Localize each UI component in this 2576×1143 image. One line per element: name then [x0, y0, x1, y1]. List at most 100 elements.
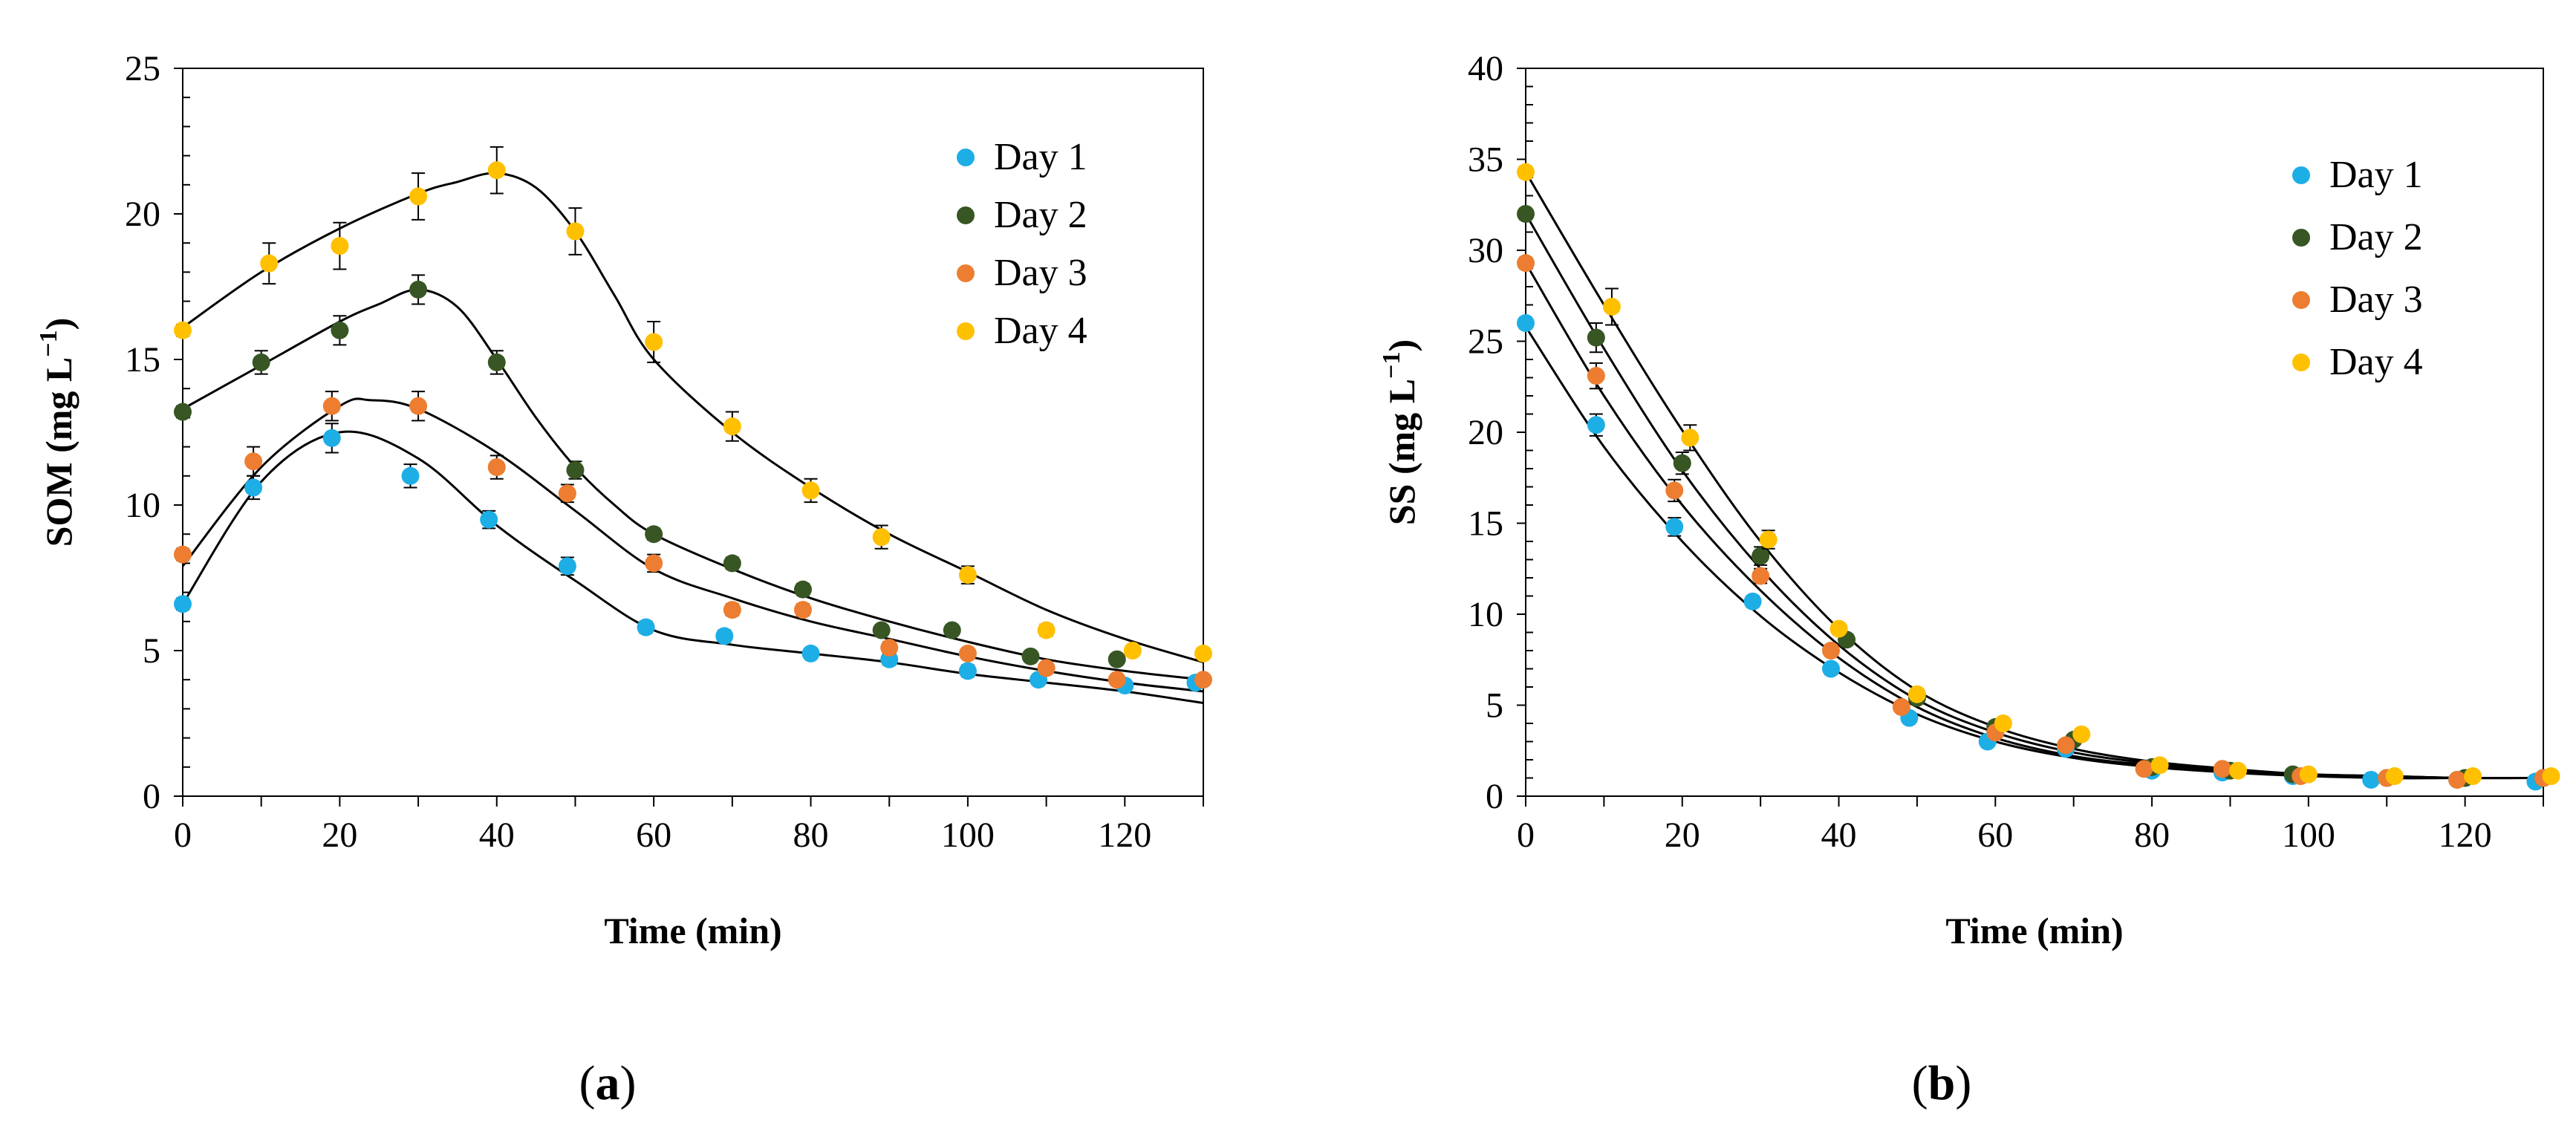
data-point-day-4 — [2229, 761, 2247, 780]
data-point-day-3 — [1665, 481, 1684, 500]
data-point-day-3 — [1517, 254, 1535, 273]
x-tick-label: 80 — [793, 815, 829, 855]
panel-label: (b) — [1912, 1056, 1972, 1110]
legend-label-day-3: Day 3 — [2329, 279, 2423, 321]
data-point-day-2 — [1587, 328, 1605, 347]
data-point-day-1 — [958, 662, 977, 680]
legend-marker-day-2 — [957, 206, 975, 224]
data-point-day-4 — [1517, 163, 1535, 181]
plot-frame — [182, 68, 1204, 797]
data-point-day-4 — [1829, 619, 1848, 638]
panel-label-open: ( — [1912, 1056, 1928, 1110]
data-point-day-1 — [801, 644, 820, 662]
panel-label-close: ) — [620, 1056, 637, 1110]
data-point-day-4 — [2464, 767, 2482, 786]
data-point-day-4 — [487, 161, 506, 180]
data-point-day-4 — [331, 237, 349, 255]
data-point-day-3 — [1194, 671, 1212, 689]
legend-marker-day-3 — [957, 264, 975, 282]
y-tick-label: 5 — [143, 631, 160, 671]
x-tick-label: 20 — [322, 815, 357, 855]
legend-marker-day-2 — [2292, 229, 2310, 247]
fit-curve-day-4 — [182, 172, 1204, 664]
data-point-day-4 — [1602, 297, 1621, 316]
data-point-day-2 — [487, 353, 506, 371]
legend-label-day-2: Day 2 — [2329, 216, 2423, 258]
data-point-day-2 — [793, 580, 812, 599]
legend-marker-day-4 — [2292, 354, 2310, 371]
legend-label-day-2: Day 2 — [994, 194, 1087, 236]
data-point-day-3 — [2135, 760, 2153, 778]
panel-b-chart: 0 5 10 15 20 25 30 35 40 0 20 40 60 80 100 120 Time (min… — [1378, 49, 2560, 1110]
data-point-day-1 — [637, 618, 655, 636]
data-point-day-4 — [1037, 621, 1056, 639]
x-tick-label: 120 — [1098, 815, 1151, 855]
legend-marker-day-1 — [2292, 166, 2310, 184]
y-tick-label: 15 — [125, 340, 160, 380]
panel-label: (a) — [579, 1056, 637, 1110]
legend-label-day-4: Day 4 — [994, 310, 1087, 352]
panel-label-letter: b — [1928, 1056, 1956, 1110]
x-tick-label: 40 — [479, 815, 515, 855]
data-point-day-4 — [2150, 756, 2169, 775]
y-tick-label: 20 — [1468, 413, 1503, 452]
data-point-day-4 — [409, 187, 428, 206]
y-axis-title-main: SS (mg L — [1381, 379, 1422, 525]
data-point-day-1 — [1822, 660, 1840, 678]
data-point-day-3 — [2057, 736, 2075, 755]
y-axis-title-exponent: −1 — [1378, 352, 1405, 379]
y-tick-label: 20 — [125, 195, 160, 234]
data-point-day-3 — [1037, 659, 1056, 677]
x-tick-label: 0 — [174, 815, 192, 855]
y-tick-label: 5 — [1486, 686, 1503, 726]
data-point-day-2 — [872, 621, 891, 639]
data-point-day-1 — [1587, 416, 1605, 434]
x-tick-label: 120 — [2439, 815, 2492, 855]
x-axis-title: Time (min) — [1945, 910, 2123, 951]
data-point-day-2 — [566, 460, 585, 479]
y-axis-title: SS (mg L−1) — [1378, 339, 1422, 525]
y-tick-label: 15 — [1468, 504, 1503, 544]
x-tick-label: 20 — [1665, 815, 1700, 855]
data-point-day-3 — [558, 484, 576, 503]
data-point-day-1 — [715, 627, 734, 645]
data-point-day-3 — [1752, 567, 1770, 585]
data-point-day-2 — [1108, 650, 1126, 668]
data-point-day-4 — [2542, 767, 2560, 786]
x-tick-label: 100 — [2282, 815, 2335, 855]
legend-marker-day-4 — [957, 322, 975, 340]
panel-label-close: ) — [1955, 1056, 1971, 1110]
data-point-day-2 — [331, 321, 349, 339]
data-point-day-4 — [1194, 644, 1212, 662]
data-point-day-4 — [958, 566, 977, 584]
data-point-day-2 — [1752, 547, 1770, 565]
x-tick-label: 0 — [1517, 815, 1535, 855]
data-point-day-1 — [1517, 314, 1535, 332]
legend-marker-day-1 — [957, 149, 975, 166]
data-point-day-1 — [174, 595, 192, 613]
fit-curve-day-4 — [1524, 171, 2544, 780]
data-point-day-4 — [801, 481, 820, 500]
x-axis-title: Time (min) — [604, 910, 781, 951]
fit-curve-day-2 — [182, 288, 1204, 681]
data-point-day-3 — [2448, 770, 2467, 789]
data-point-day-3 — [958, 644, 977, 662]
y-tick-label: 10 — [125, 486, 160, 525]
data-point-day-2 — [409, 280, 428, 299]
data-point-day-4 — [872, 528, 891, 547]
data-point-day-4 — [2299, 765, 2318, 784]
panel-label-open: ( — [579, 1056, 596, 1110]
x-tick-label: 80 — [2134, 815, 2170, 855]
panel-label-letter: a — [596, 1056, 620, 1110]
data-point-day-3 — [880, 639, 899, 657]
data-point-day-4 — [2072, 725, 2091, 743]
data-point-day-2 — [252, 353, 270, 371]
y-tick-label: 30 — [1468, 231, 1503, 270]
data-point-day-1 — [558, 557, 576, 576]
data-point-day-1 — [401, 466, 420, 485]
data-point-day-4 — [723, 417, 741, 436]
legend-marker-day-3 — [2292, 291, 2310, 309]
data-point-day-3 — [409, 397, 428, 415]
data-point-day-2 — [1673, 454, 1691, 472]
